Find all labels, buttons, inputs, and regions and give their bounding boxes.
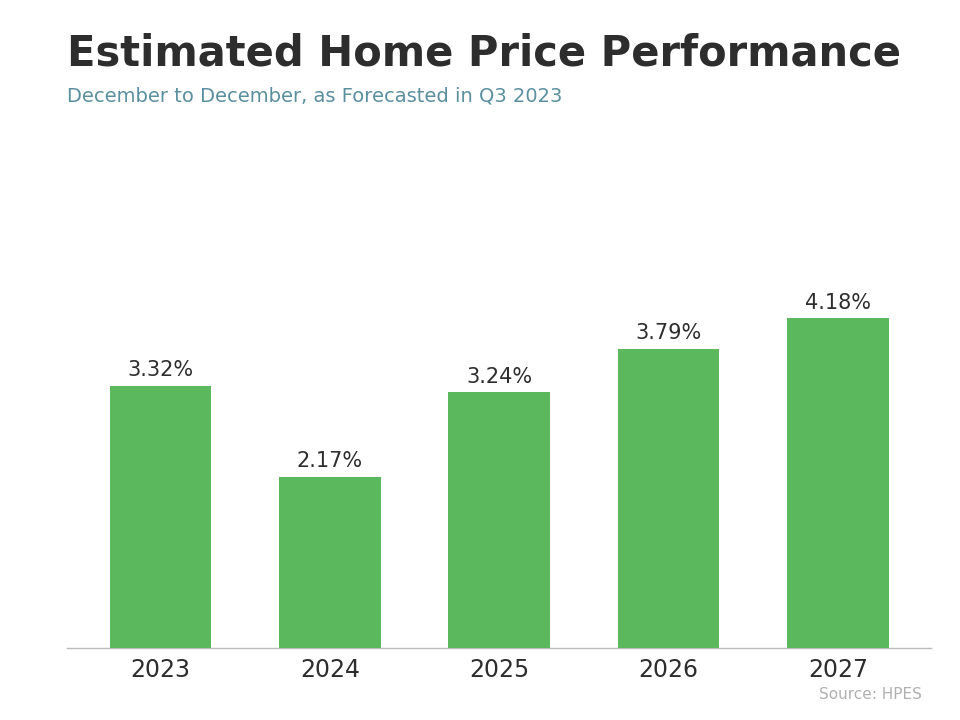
Text: Source: HPES: Source: HPES <box>819 687 922 702</box>
Text: 3.79%: 3.79% <box>636 323 702 343</box>
Text: December to December, as Forecasted in Q3 2023: December to December, as Forecasted in Q… <box>67 86 563 105</box>
Text: Estimated Home Price Performance: Estimated Home Price Performance <box>67 32 901 74</box>
Bar <box>448 392 550 648</box>
Bar <box>787 318 889 648</box>
Text: 3.24%: 3.24% <box>467 366 532 387</box>
Bar <box>279 477 380 648</box>
Text: 4.18%: 4.18% <box>805 292 871 312</box>
Bar <box>618 349 719 648</box>
Text: 2.17%: 2.17% <box>297 451 363 471</box>
Bar <box>109 386 211 648</box>
Text: 3.32%: 3.32% <box>128 361 193 380</box>
